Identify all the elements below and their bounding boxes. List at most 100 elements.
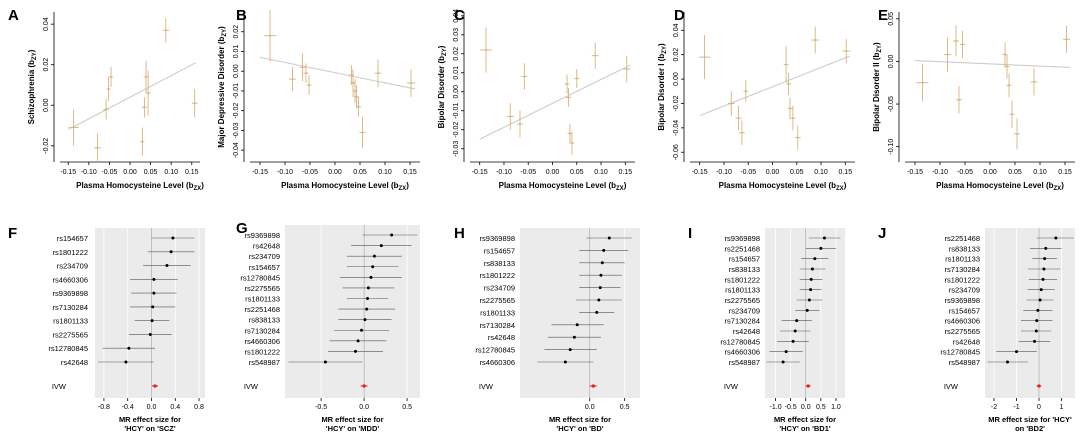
snp-label: rs7130284 <box>945 265 980 274</box>
snp-row: rs42648 <box>733 327 811 336</box>
snp-estimate <box>809 277 813 281</box>
snp-label: rs7130284 <box>725 317 760 326</box>
ivw-label: IVW <box>944 382 959 391</box>
x-tick-label: -0.15 <box>60 169 76 176</box>
x-tick-label: 0.4 <box>170 404 180 411</box>
data-point <box>574 68 580 88</box>
x-tick-label: -0.10 <box>932 169 948 176</box>
x-axis-label: MR effect size for <box>119 415 181 424</box>
data-point <box>698 35 711 80</box>
snp-row: rs2275565 <box>245 284 395 293</box>
ivw-estimate <box>591 384 595 388</box>
snp-estimate <box>165 264 169 268</box>
snp-estimate <box>781 360 785 364</box>
ivw-label: IVW <box>52 382 67 391</box>
snp-estimate <box>151 305 155 309</box>
y-tick-label: 0.04 <box>453 9 460 23</box>
data-point <box>727 91 735 116</box>
y-tick-label: -0.01 <box>453 103 460 119</box>
snp-row: rs154657 <box>484 246 629 255</box>
ivw-label: IVW <box>724 382 739 391</box>
ivw-row: IVW <box>724 382 811 391</box>
snp-label: rs2251468 <box>725 244 760 253</box>
snp-row: rs838133 <box>249 316 392 325</box>
data-point <box>94 133 101 162</box>
y-axis-label: Bipolar Disorder I (bZY) <box>657 43 668 131</box>
snp-label: rs548987 <box>249 358 280 367</box>
snp-row: rs12780845 <box>940 348 1037 357</box>
x-axis-label: Plasma Homocysteine Level (bZX) <box>719 181 847 192</box>
snp-row: rs548987 <box>249 358 363 367</box>
snp-row: rs12780845 <box>240 273 402 282</box>
snp-label: rs154657 <box>249 263 280 272</box>
point-marker <box>566 83 569 86</box>
data-point <box>743 80 749 103</box>
plot-background <box>985 228 1075 398</box>
snp-estimate <box>1042 267 1046 271</box>
snp-row: rs838133 <box>729 265 826 274</box>
snp-row: rs12780845 <box>720 337 809 346</box>
snp-estimate <box>793 329 797 333</box>
y-tick-label: 0.03 <box>453 28 460 42</box>
data-point <box>191 89 198 118</box>
x-tick-label: 0.10 <box>1033 169 1047 176</box>
y-tick-label: -0.02 <box>233 103 240 119</box>
point-marker <box>1065 38 1068 41</box>
snp-row: rs7130284 <box>480 321 604 330</box>
point-marker <box>305 72 307 75</box>
point-marker <box>410 82 412 85</box>
x-tick-label: 0.15 <box>618 169 632 176</box>
x-tick-label: 0.15 <box>403 169 417 176</box>
y-tick-label: 0.00 <box>453 85 460 99</box>
snp-estimate <box>807 298 811 302</box>
regression-line <box>479 64 631 140</box>
snp-row: rs2275565 <box>53 330 172 339</box>
point-marker <box>193 102 196 105</box>
y-tick-label: 0.04 <box>673 23 680 37</box>
snp-label: rs4660306 <box>725 348 760 357</box>
data-point <box>143 60 149 94</box>
y-tick-label: 0.00 <box>43 98 50 112</box>
plot-background <box>285 225 420 398</box>
x-tick-label: -0.05 <box>101 169 117 176</box>
point-marker <box>740 131 743 134</box>
snp-label: rs7130284 <box>480 321 515 330</box>
x-tick-label: 1.0 <box>831 404 841 411</box>
point-marker <box>1008 84 1010 87</box>
snp-label: rs4660306 <box>245 337 280 346</box>
snp-label: rs42648 <box>733 327 760 336</box>
point-marker <box>96 146 99 149</box>
point-marker <box>575 77 578 80</box>
snp-label: rs2275565 <box>945 327 980 336</box>
y-tick-label: -0.03 <box>233 122 240 138</box>
point-marker <box>523 75 526 78</box>
snp-row: rs154657 <box>57 234 195 243</box>
ivw-estimate <box>1037 384 1041 388</box>
snp-row: rs4660306 <box>53 275 178 284</box>
snp-estimate <box>365 307 369 311</box>
x-tick-label: -0.5 <box>315 404 327 411</box>
snp-label: rs1801222 <box>480 271 515 280</box>
point-marker <box>352 82 354 85</box>
y-tick-label: 0.02 <box>453 47 460 61</box>
data-point <box>783 46 789 83</box>
snp-row: rs7130284 <box>53 303 176 312</box>
snp-estimate <box>813 257 817 261</box>
snp-label: rs234709 <box>249 252 280 261</box>
snp-label: rs4660306 <box>480 358 515 367</box>
snp-estimate <box>1039 288 1043 292</box>
snp-row: rs1801222 <box>945 275 1057 284</box>
snp-label: rs234709 <box>729 306 760 315</box>
x-tick-label: 0.5 <box>402 404 412 411</box>
data-point <box>289 67 296 91</box>
x-axis-label: MR effect size for 'HCY' <box>988 415 1072 424</box>
scatter-panel-b: B -0.15 -0.10 -0.05 0.00 0.05 0.10 0.15 -0.04 -0.… <box>217 7 420 192</box>
panel-label: I <box>688 225 692 242</box>
snp-estimate <box>366 286 370 290</box>
snp-row: rs42648 <box>61 358 154 367</box>
data-point <box>1014 118 1020 150</box>
snp-estimate <box>1035 319 1039 323</box>
snp-estimate <box>810 267 814 271</box>
panel-label: A <box>8 7 19 24</box>
